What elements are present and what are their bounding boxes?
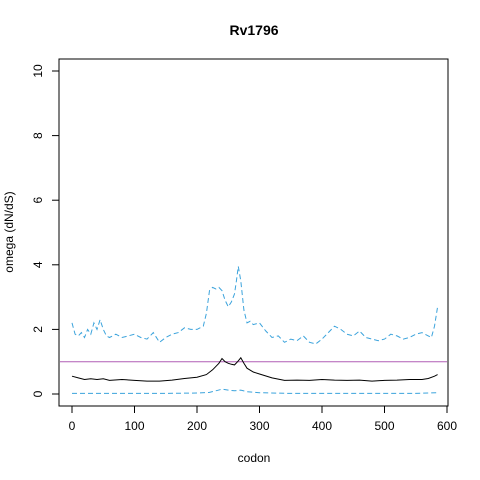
y-axis-label: omega (dN/dS) <box>2 191 16 272</box>
series-line-mean <box>71 356 438 382</box>
x-tick-label: 200 <box>187 419 207 433</box>
x-tick-label: 0 <box>69 419 76 433</box>
plot-frame <box>58 58 449 407</box>
x-tick-label: 300 <box>249 419 269 433</box>
y-tick-label: 10 <box>31 64 45 78</box>
chart-title: Rv1796 <box>229 22 278 38</box>
x-axis-label: codon <box>238 451 271 465</box>
x-tick-label: 100 <box>124 419 144 433</box>
x-tick-label: 400 <box>312 419 332 433</box>
series-line-upper <box>71 266 439 345</box>
x-tick-label: 500 <box>374 419 394 433</box>
series-line-lower <box>72 388 438 394</box>
y-tick-label: 6 <box>31 197 45 204</box>
plot-area <box>60 266 447 394</box>
y-tick-label: 4 <box>31 261 45 268</box>
y-axis: 0 2 4 6 8 10 <box>31 64 60 397</box>
y-tick-label: 2 <box>31 326 45 333</box>
y-tick-label: 0 <box>31 390 45 397</box>
y-tick-label: 8 <box>31 132 45 139</box>
x-tick-label: 600 <box>437 419 457 433</box>
x-axis: 0 100 200 300 400 500 600 <box>69 405 457 433</box>
